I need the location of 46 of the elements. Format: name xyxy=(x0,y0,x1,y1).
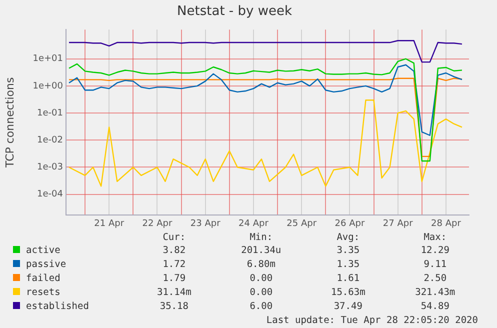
legend-label: failed xyxy=(25,272,62,286)
x-tick-label: 21 Apr xyxy=(94,218,124,229)
text: 1.79 xyxy=(162,272,187,286)
x-tick-label: 24 Apr xyxy=(238,218,269,229)
text: 35.18 xyxy=(158,300,190,314)
y-tick-label: 1e+00 xyxy=(32,81,64,92)
text: 15.63m xyxy=(330,286,366,300)
text: 54.89 xyxy=(420,300,450,314)
text: 1.72 xyxy=(162,258,187,272)
x-tick-label: 25 Apr xyxy=(286,218,317,229)
chart-title: Netstat - by week xyxy=(177,4,292,20)
text: 321.43m xyxy=(414,286,456,300)
y-tick-label: 1e-03 xyxy=(37,162,63,173)
text: 31.14m xyxy=(156,286,192,300)
x-tick-label: 26 Apr xyxy=(334,218,365,229)
text: Avg: xyxy=(336,232,361,244)
legend-label: resets xyxy=(25,286,62,300)
text: 1.35 xyxy=(336,258,361,272)
text: 37.49 xyxy=(332,300,364,314)
text: Max: xyxy=(422,232,448,244)
legend-label: established xyxy=(25,300,90,314)
y-tick-label: 1e-04 xyxy=(37,190,64,200)
x-tick-label: 23 Apr xyxy=(190,218,221,229)
y-tick-label: 1e-01 xyxy=(37,108,63,118)
text: 6.00 xyxy=(248,300,274,314)
text: 201.34u xyxy=(240,244,282,258)
y-tick-label: 1e+01 xyxy=(32,54,63,64)
y-tick-label: 1e-02 xyxy=(37,135,63,146)
text: 0.00 xyxy=(248,286,274,300)
x-tick-label: 22 Apr xyxy=(142,218,172,229)
text: 1.61 xyxy=(336,272,361,286)
text: Last update: Tue Apr 28 22:05:20 2020 xyxy=(265,314,479,328)
y-axis-title: TCP connections xyxy=(3,77,16,169)
text: 0.00 xyxy=(248,272,274,286)
text: Min: xyxy=(248,232,274,244)
text: Cur: xyxy=(162,232,187,244)
text: 3.35 xyxy=(336,244,361,258)
x-tick-label: 28 Apr xyxy=(430,218,462,229)
text: 12.29 xyxy=(420,244,450,258)
text: 2.50 xyxy=(422,272,448,286)
text: 3.82 xyxy=(162,244,187,258)
legend-label: active xyxy=(25,244,62,258)
text: 9.11 xyxy=(422,258,448,272)
text: 6.80m xyxy=(246,258,276,272)
x-tick-label: 27 Apr xyxy=(382,218,414,229)
legend-label: passive xyxy=(25,258,68,272)
